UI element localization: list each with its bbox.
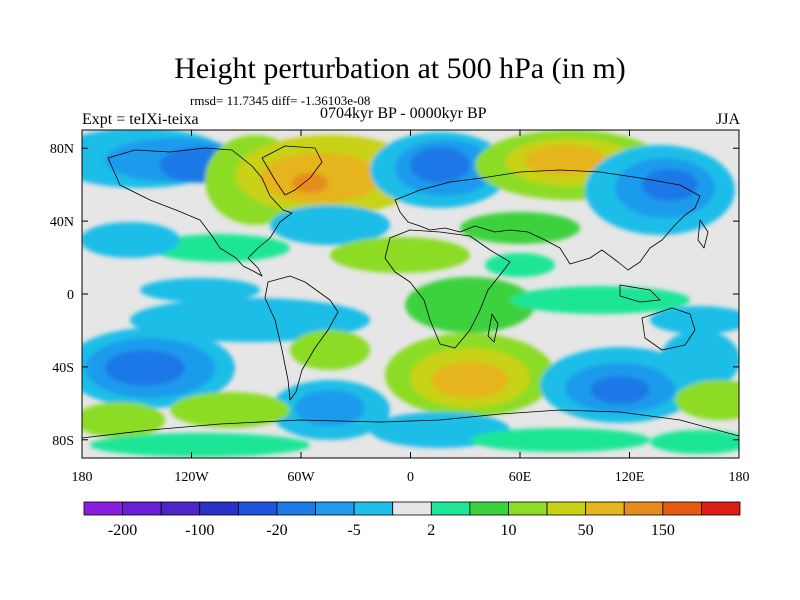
- lon-tick-label: 120E: [615, 470, 645, 485]
- colorbar-label: 10: [500, 522, 516, 539]
- period-text: 0704kyr BP - 0000kyr BP: [320, 105, 487, 122]
- lat-tick-label: 0: [67, 288, 74, 303]
- colorbar-swatch: [315, 501, 355, 516]
- lat-tick-label: 80S: [52, 434, 74, 449]
- lat-tick-label: 40S: [52, 361, 74, 376]
- colorbar-label: -5: [347, 522, 360, 539]
- colorbar-swatch: [623, 501, 664, 516]
- colorbar-swatch: [353, 501, 394, 516]
- experiment-label: Expt = teIXi-teixa: [82, 111, 199, 128]
- lon-tick-label: 60E: [509, 470, 532, 485]
- colorbar-label: 150: [651, 522, 675, 539]
- colorbar-swatch: [392, 501, 432, 516]
- colorbar-swatch: [122, 501, 162, 516]
- colorbar: -200 -100 -20 -5 2 10 50 150: [83, 501, 741, 539]
- colorbar-label: -100: [185, 522, 214, 539]
- colorbar-swatch: [585, 501, 625, 516]
- colorbar-swatch: [160, 501, 201, 516]
- lat-tick-label: 40N: [50, 215, 74, 230]
- colorbar-swatch: [199, 501, 239, 516]
- season-label: JJA: [716, 111, 741, 128]
- colorbar-swatch: [508, 501, 548, 516]
- colorbar-label: 50: [578, 522, 594, 539]
- lon-tick-label: 0: [407, 470, 414, 485]
- chart-title: Height perturbation at 500 hPa (in m): [174, 52, 626, 85]
- colorbar-swatch: [662, 501, 702, 516]
- colorbar-swatch: [237, 501, 278, 516]
- colorbar-label: -20: [266, 522, 287, 539]
- lon-tick-label: 180: [72, 470, 93, 485]
- colorbar-label: 2: [427, 522, 435, 539]
- colorbar-swatch: [701, 501, 741, 516]
- longitude-axis: 180 120W 60W 0 60E 120E 180: [72, 130, 750, 485]
- stats-text: rmsd= 11.7345 diff= -1.36103e-08: [190, 93, 371, 108]
- lon-tick-label: 120W: [174, 470, 209, 485]
- colorbar-label: -200: [108, 522, 137, 539]
- anomaly-field: [82, 130, 739, 457]
- colorbar-swatch: [430, 501, 471, 516]
- coastlines: [82, 145, 739, 439]
- colorbar-swatch: [83, 501, 123, 516]
- lat-tick-label: 80N: [50, 142, 74, 157]
- lon-tick-label: 60W: [287, 470, 315, 485]
- lon-tick-label: 180: [729, 470, 750, 485]
- colorbar-swatch: [276, 501, 316, 516]
- colorbar-swatch: [546, 501, 587, 516]
- latitude-axis: 80N 40N 0 40S 80S: [50, 142, 739, 449]
- colorbar-swatch: [469, 501, 509, 516]
